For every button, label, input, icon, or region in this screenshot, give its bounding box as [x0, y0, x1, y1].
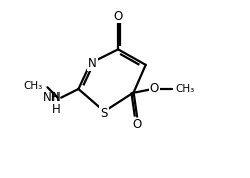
Text: CH₃: CH₃	[23, 81, 42, 91]
Text: O: O	[114, 10, 123, 23]
Text: N: N	[88, 57, 96, 70]
Text: H: H	[52, 103, 60, 116]
Text: CH₃: CH₃	[175, 84, 194, 94]
Text: O: O	[132, 118, 142, 131]
Text: NH: NH	[43, 91, 60, 104]
Text: N: N	[52, 91, 60, 104]
Text: S: S	[100, 107, 108, 120]
Text: O: O	[150, 82, 159, 96]
